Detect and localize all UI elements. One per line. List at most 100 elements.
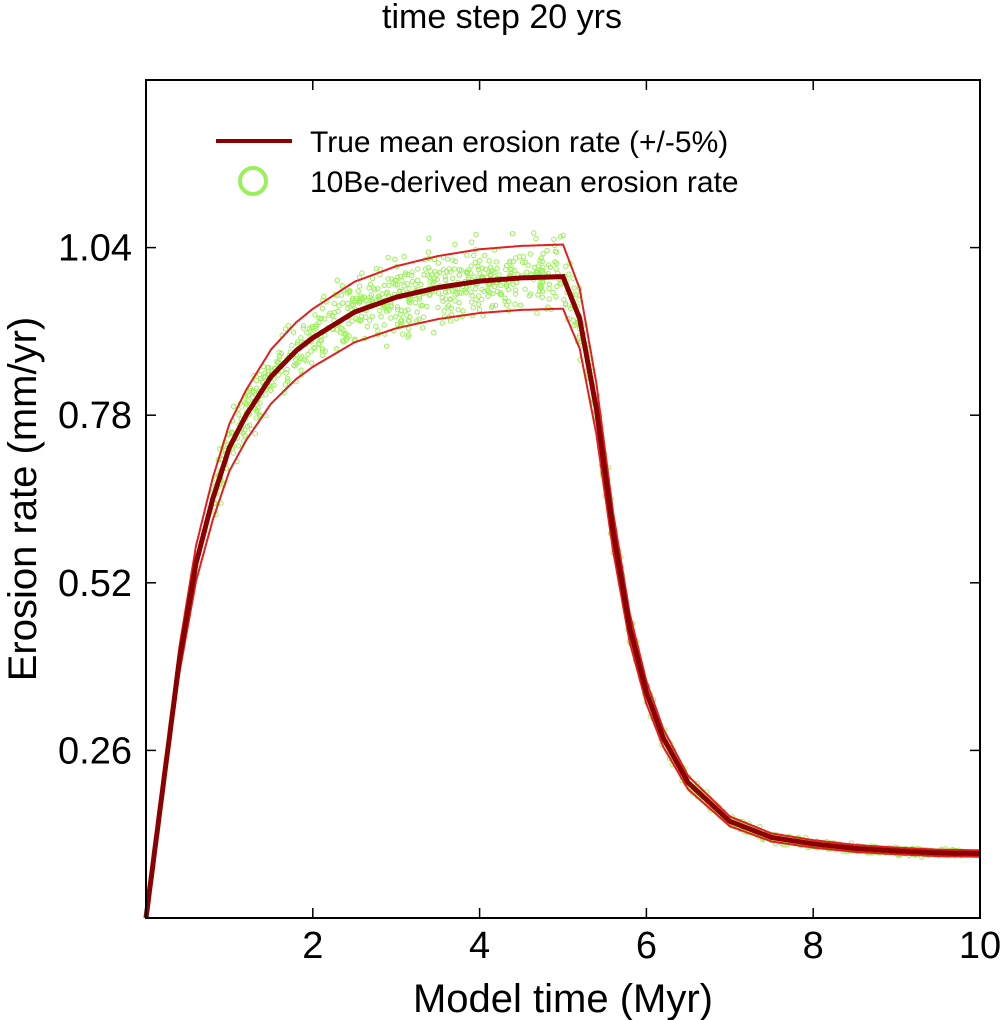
scatter-point [318,337,325,343]
scatter-point [378,314,384,320]
scatter-point [426,235,432,242]
scatter-point [487,264,494,270]
scatter-point [425,249,432,255]
y-tick-label: 0.26 [58,730,132,772]
scatter-point [406,298,412,304]
scatter-point [472,285,479,292]
scatter-point [442,289,449,295]
scatter-point [434,276,440,283]
x-tick-label: 2 [302,925,323,967]
legend: True mean erosion rate (+/-5%) 10Be-deri… [216,126,739,199]
scatter-point [566,271,572,277]
scatter-point [409,272,415,279]
scatter-point [502,295,508,301]
scatter-point [356,283,363,289]
scatter-point [452,292,458,298]
scatter-point [473,296,479,303]
scatter-point [539,294,545,300]
scatter-point [304,330,310,336]
scatter-point [346,321,352,327]
scatter-point [540,251,546,257]
scatter-point [464,252,470,259]
scatter-point [439,320,445,326]
scatter-point [418,281,424,288]
scatter-point [303,358,309,364]
scatter-point [276,349,282,356]
scatter-point [512,301,518,307]
scatter-point [475,263,481,270]
scatter-point [305,351,311,358]
scatter-point [340,338,346,344]
x-tick-label: 8 [803,925,824,967]
scatter-point [468,239,475,245]
scatter-point [469,292,475,299]
scatter-point [312,312,318,318]
scatter-point [406,285,412,292]
scatter-point [250,389,256,396]
scatter-point [344,290,351,296]
scatter-point [441,308,447,314]
scatter-point [397,273,404,279]
scatter-point [447,269,453,275]
scatter-point [405,307,411,313]
scatter-point [359,270,365,276]
scatter-point [409,269,415,275]
scatter-point [571,322,577,329]
scatter-point [308,360,315,366]
scatter-point [298,355,304,362]
scatter-point [706,805,713,811]
scatter-point [319,352,326,358]
scatter-point [414,277,421,283]
scatter-point [334,277,340,283]
y-axis-label: Erosion rate (mm/yr) [1,317,45,682]
scatter-point [271,382,277,388]
scatter-point [315,340,322,346]
scatter-point [254,385,260,391]
scatter-point [262,392,269,398]
scatter-point [452,241,458,248]
scatter-point [383,343,390,349]
scatter-point [409,278,416,285]
scatter-point [375,328,381,334]
scatter-point [431,330,437,336]
scatter-point [289,342,295,349]
scatter-point [507,258,513,264]
scatter-point [402,270,409,276]
scatter-point [369,313,375,320]
scatter-point [476,307,483,313]
scatter-point [493,259,499,265]
scatter-point [345,300,351,306]
scatter-point [492,302,499,309]
scatter-point [425,265,432,271]
scatter-point [419,325,426,331]
scatter-point [255,404,261,411]
scatter-point [257,400,263,406]
scatter-point [419,302,426,308]
scatter-point [236,412,242,418]
scatter-point [468,263,474,269]
scatter-point [471,252,477,259]
scatter-point [355,317,361,323]
scatter-point [401,283,407,289]
scatter-point [363,297,369,304]
scatter-point [300,325,306,331]
scatter-point [282,382,289,388]
scatter-point [520,259,526,265]
scatter-point [393,313,399,320]
scatter-point [414,309,420,315]
scatter-point [498,282,504,288]
scatter-point [252,431,259,437]
scatter-point [267,387,274,394]
scatter-point [544,247,550,254]
x-axis: 2 4 6 8 10 [302,80,1001,967]
scatter-point [490,290,496,297]
scatter-point [331,301,337,307]
scatter-point [426,292,432,299]
scatter-point [562,300,569,307]
scatter-point [485,293,491,299]
scatter-point [497,291,504,298]
scatter-point [546,296,552,302]
scatter-point [532,264,538,270]
scatter-point [395,274,401,280]
